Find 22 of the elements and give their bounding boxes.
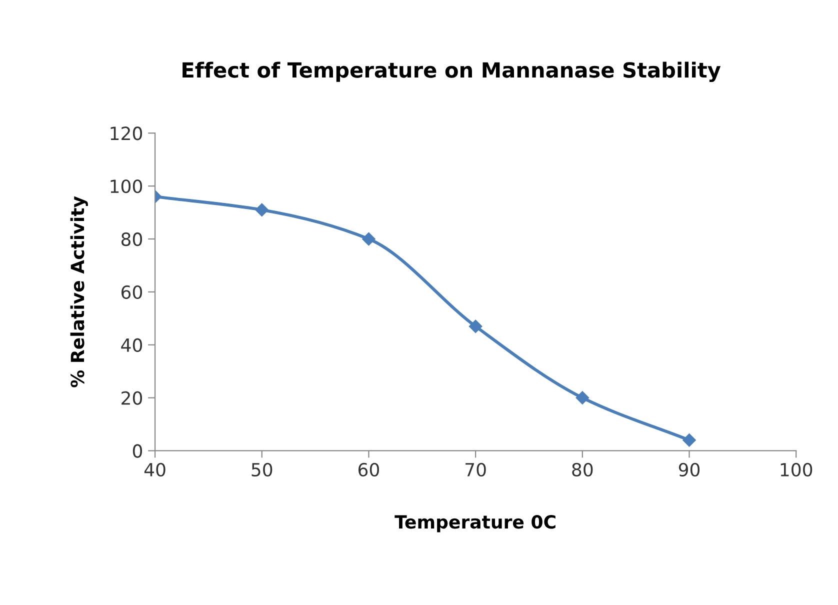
y-tick-label: 40 <box>121 338 142 352</box>
x-tick-label: 40 <box>144 462 166 477</box>
x-tick-label: 50 <box>252 462 272 477</box>
point <box>255 203 268 216</box>
x-axis-title: Temperature 0C <box>394 515 556 532</box>
point <box>362 232 376 246</box>
point <box>682 434 696 447</box>
x-tick-label: 90 <box>678 462 700 477</box>
y-tick-label: 100 <box>110 179 142 194</box>
chart-title: Effect of Temperature on Mannanase Stability <box>182 62 721 82</box>
y-tick-label: 60 <box>122 285 142 300</box>
y-tick-label: 80 <box>121 232 142 246</box>
point <box>576 391 589 404</box>
x-tick-label: 60 <box>358 462 380 477</box>
y-tick-label: 120 <box>110 126 142 140</box>
x-tick-label: 80 <box>572 462 593 477</box>
x-tick-label: 70 <box>466 462 486 477</box>
y-tick-label: 0 <box>132 444 142 458</box>
x-tick-label: 100 <box>780 462 812 477</box>
y-axis-title: % Relative Activity <box>70 196 88 388</box>
point <box>468 320 482 333</box>
y-tick-label: 20 <box>122 391 142 405</box>
